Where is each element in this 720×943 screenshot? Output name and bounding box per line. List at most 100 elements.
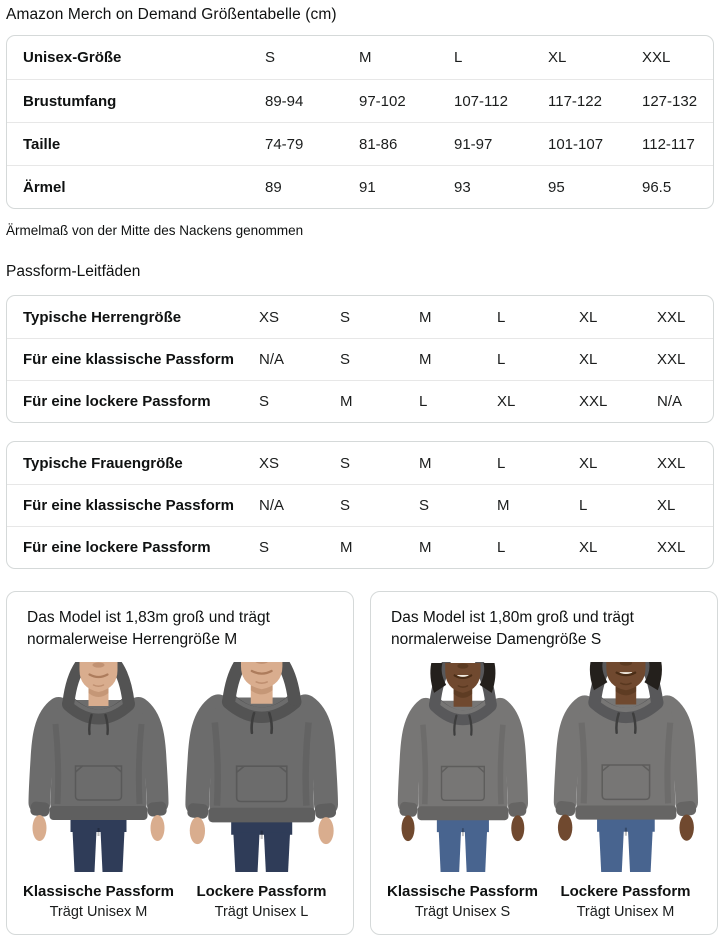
measure-cell: 74-79	[265, 135, 304, 153]
row-label: Für eine lockere Passform	[23, 393, 211, 410]
size-cell: XL	[579, 454, 598, 472]
size-cell: M	[340, 393, 353, 410]
size-cell: S	[340, 351, 351, 368]
photo-caption: Klassische Passform Trägt Unisex M	[17, 883, 180, 920]
size-cell: XXL	[657, 539, 686, 556]
size-cell: XL	[579, 539, 598, 556]
model-card-men: Das Model ist 1,83m groß und trägt norma…	[6, 591, 354, 935]
table-row-chest: Brustumfang 89-94 97-102 107-112 117-122…	[7, 79, 713, 122]
size-cell: L	[454, 49, 463, 66]
size-cell: XL	[579, 351, 598, 368]
photo-captions: Klassische Passform Trägt Unisex S Locke…	[381, 883, 707, 920]
row-label: Für eine klassische Passform	[23, 351, 234, 368]
fit-tables: Typische Herrengröße XS S M L XL XXL Für…	[6, 295, 714, 569]
measure-cell: 95	[548, 178, 565, 196]
measure-cell: 89	[265, 178, 282, 196]
model-photos	[17, 662, 343, 874]
table-row: Für eine lockere Passform S M L XL XXL N…	[7, 380, 713, 422]
size-cell: XL	[548, 49, 567, 66]
hoodie-model-illustration	[381, 662, 544, 872]
table-row: Für eine lockere Passform S M M L XL XXL	[7, 526, 713, 568]
photo-caption: Klassische Passform Trägt Unisex S	[381, 883, 544, 920]
size-cell: M	[419, 308, 432, 326]
size-cell: L	[579, 497, 588, 514]
wears-label: Trägt Unisex M	[49, 904, 148, 920]
fit-guides-title: Passform-Leitfäden	[6, 263, 141, 280]
measure-cell: 97-102	[359, 92, 406, 110]
row-label: Für eine klassische Passform	[23, 497, 234, 514]
size-cell: XXL	[657, 308, 686, 326]
size-cell: N/A	[259, 351, 285, 368]
size-cell: S	[259, 393, 270, 410]
wears-label: Trägt Unisex L	[214, 904, 309, 920]
table-row: Für eine klassische Passform N/A S S M L…	[7, 484, 713, 526]
fit-table-men: Typische Herrengröße XS S M L XL XXL Für…	[6, 295, 714, 423]
measure-cell: 127-132	[642, 92, 698, 110]
size-cell: XXL	[579, 393, 608, 410]
model-photo-women-classic	[381, 662, 544, 874]
hoodie-model-illustration	[17, 662, 180, 872]
size-cell: S	[259, 539, 270, 556]
measure-cell: 81-86	[359, 135, 398, 153]
measure-cell: 117-122	[548, 92, 602, 110]
size-cell: S	[340, 497, 351, 514]
size-cell: L	[497, 351, 506, 368]
photo-captions: Klassische Passform Trägt Unisex M Locke…	[17, 883, 343, 920]
size-cell: S	[340, 308, 351, 326]
fit-table-women: Typische Frauengröße XS S M L XL XXL Für…	[6, 441, 714, 569]
row-label: Typische Frauengröße	[23, 454, 183, 472]
table-row-waist: Taille 74-79 81-86 91-97 101-107 112-117	[7, 122, 713, 165]
table-row: Für eine klassische Passform N/A S M L X…	[7, 338, 713, 380]
size-cell: N/A	[259, 497, 285, 514]
size-table-header-row: Unisex-Größe S M L XL XXL	[7, 36, 713, 79]
photo-caption: Lockere Passform Trägt Unisex L	[180, 883, 343, 920]
sleeve-measure-note: Ärmelmaß von der Mitte des Nackens genom…	[6, 223, 304, 238]
size-cell: N/A	[657, 393, 683, 410]
size-cell: XS	[259, 454, 280, 472]
size-cell: M	[340, 539, 353, 556]
row-label: Brustumfang	[23, 92, 117, 110]
size-cell: M	[419, 454, 432, 472]
photo-caption: Lockere Passform Trägt Unisex M	[544, 883, 707, 920]
size-cell: XL	[497, 393, 516, 410]
size-cell: L	[497, 539, 506, 556]
page-title: Amazon Merch on Demand Größentabelle (cm…	[6, 6, 337, 23]
measure-cell: 89-94	[265, 92, 304, 110]
row-label: Taille	[23, 135, 61, 153]
model-description: Das Model ist 1,80m groß und trägt norma…	[391, 609, 634, 648]
row-label: Unisex-Größe	[23, 49, 122, 66]
size-cell: XXL	[657, 351, 686, 368]
model-card-women: Das Model ist 1,80m groß und trägt norma…	[370, 591, 718, 935]
measure-cell: 91	[359, 178, 376, 196]
size-cell: XXL	[657, 454, 686, 472]
measure-cell: 91-97	[454, 135, 493, 153]
size-cell: XL	[579, 308, 598, 326]
table-row: Typische Frauengröße XS S M L XL XXL	[7, 442, 713, 484]
size-table: Unisex-Größe S M L XL XXL Brustumfang 89…	[6, 35, 714, 209]
hoodie-model-illustration	[544, 662, 707, 872]
measure-cell: 96.5	[642, 178, 672, 196]
size-cell: M	[359, 49, 372, 66]
model-photos	[381, 662, 707, 874]
fit-label: Klassische Passform	[387, 883, 538, 900]
model-photo-men-loose	[180, 662, 343, 874]
size-cell: M	[419, 539, 432, 556]
size-cell: M	[497, 497, 510, 514]
wears-label: Trägt Unisex S	[414, 904, 511, 920]
model-photo-men-classic	[17, 662, 180, 874]
model-description: Das Model ist 1,83m groß und trägt norma…	[27, 609, 270, 648]
measure-cell: 107-112	[454, 92, 508, 110]
size-cell: L	[497, 308, 506, 326]
size-cell: L	[419, 393, 428, 410]
measure-cell: 112-117	[642, 135, 695, 153]
size-cell: XXL	[642, 49, 671, 66]
row-label: Typische Herrengröße	[23, 308, 182, 326]
size-cell: M	[419, 351, 432, 368]
row-label: Für eine lockere Passform	[23, 539, 211, 556]
measure-cell: 93	[454, 178, 471, 196]
wears-label: Trägt Unisex M	[576, 904, 675, 920]
size-cell: S	[265, 49, 276, 66]
model-photo-women-loose	[544, 662, 707, 874]
table-row: Typische Herrengröße XS S M L XL XXL	[7, 296, 713, 338]
